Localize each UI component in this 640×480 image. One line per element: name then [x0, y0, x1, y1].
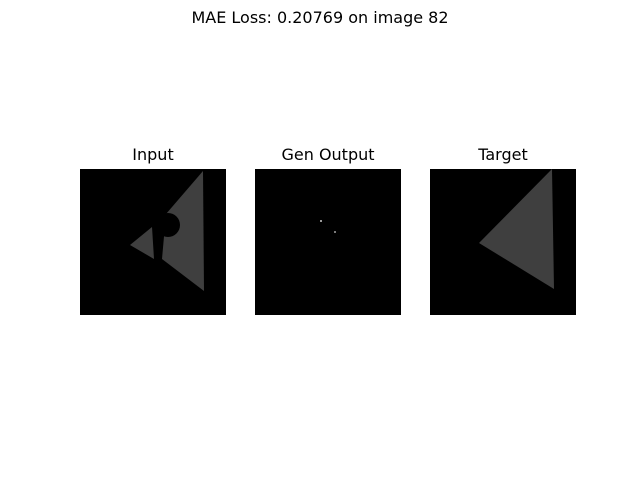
target-panel-title: Target: [478, 145, 528, 164]
gen-output-panel-title: Gen Output: [281, 145, 375, 164]
input-notch-stem: [153, 227, 161, 269]
input-panel-title: Input: [132, 145, 174, 164]
gen-output-image: [255, 169, 401, 315]
input-image: [80, 169, 226, 315]
target-image: [430, 169, 576, 315]
gen-output-dot-1: [320, 220, 322, 222]
target-triangle-shape: [479, 169, 554, 289]
input-triangle-shape: [162, 171, 204, 291]
gen-output-dot-2: [334, 231, 336, 233]
target-image-canvas: [479, 169, 554, 289]
input-notch-hole: [156, 213, 180, 237]
figure-title: MAE Loss: 0.20769 on image 82: [191, 8, 449, 27]
input-small-piece: [130, 227, 154, 259]
input-image-canvas: [130, 171, 204, 291]
gen-output-canvas: [320, 220, 336, 233]
